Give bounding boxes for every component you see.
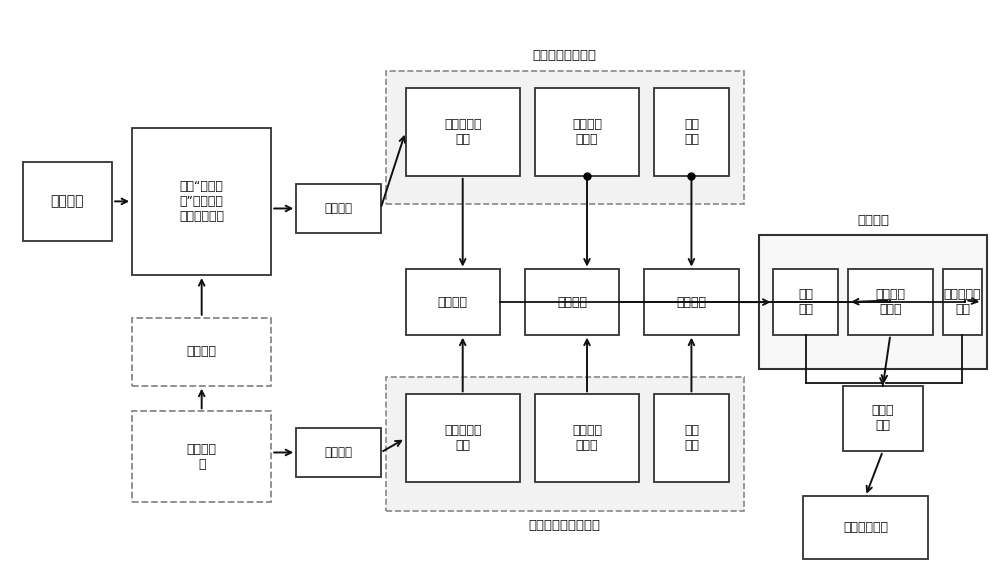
FancyBboxPatch shape (843, 386, 923, 451)
FancyBboxPatch shape (759, 236, 987, 369)
FancyBboxPatch shape (296, 185, 381, 233)
FancyBboxPatch shape (525, 269, 619, 335)
FancyBboxPatch shape (406, 269, 500, 335)
FancyBboxPatch shape (654, 88, 729, 176)
Text: 塔形分解: 塔形分解 (324, 202, 352, 215)
Text: 使用“灰度世
界”算法进行
图像增强处理: 使用“灰度世 界”算法进行 图像增强处理 (179, 180, 224, 223)
Text: 一层金字塔
图像: 一层金字塔 图像 (444, 118, 481, 146)
Text: 一层金字塔
图像: 一层金字塔 图像 (944, 288, 981, 316)
FancyBboxPatch shape (803, 496, 928, 559)
Text: 可见光图
像: 可见光图 像 (187, 443, 217, 471)
Text: 融偂后的图像: 融偂后的图像 (843, 521, 888, 534)
FancyBboxPatch shape (848, 269, 933, 335)
FancyBboxPatch shape (132, 317, 271, 386)
Text: 三层
图像: 三层 图像 (798, 288, 813, 316)
FancyBboxPatch shape (654, 394, 729, 482)
Text: 一层金字塔
图像: 一层金字塔 图像 (444, 424, 481, 452)
Text: 分解后的可见光图像: 分解后的可见光图像 (529, 519, 601, 532)
Text: 金字塔
融偂: 金字塔 融偂 (872, 405, 894, 433)
Text: 二层金字
塔图像: 二层金字 塔图像 (572, 424, 602, 452)
Text: 图像配准: 图像配准 (187, 346, 217, 358)
FancyBboxPatch shape (386, 377, 744, 511)
FancyBboxPatch shape (943, 269, 982, 335)
FancyBboxPatch shape (386, 71, 744, 204)
Text: 一层融合: 一层融合 (438, 296, 468, 309)
Text: 塔形分解: 塔形分解 (324, 446, 352, 459)
FancyBboxPatch shape (644, 269, 739, 335)
Text: 分解后的红外图像: 分解后的红外图像 (533, 49, 597, 62)
Text: 红外图像: 红外图像 (51, 194, 84, 209)
FancyBboxPatch shape (23, 162, 112, 241)
Text: 二层融合: 二层融合 (557, 296, 587, 309)
FancyBboxPatch shape (535, 88, 639, 176)
Text: 二层金字
塔图像: 二层金字 塔图像 (875, 288, 905, 316)
FancyBboxPatch shape (773, 269, 838, 335)
Text: 三层
图像: 三层 图像 (684, 424, 699, 452)
FancyBboxPatch shape (296, 429, 381, 477)
Text: 图像融偂: 图像融偂 (857, 214, 889, 227)
FancyBboxPatch shape (535, 394, 639, 482)
Text: 二层金字
塔图像: 二层金字 塔图像 (572, 118, 602, 146)
FancyBboxPatch shape (132, 411, 271, 502)
FancyBboxPatch shape (406, 88, 520, 176)
Text: 三层融合: 三层融合 (676, 296, 706, 309)
FancyBboxPatch shape (132, 128, 271, 275)
Text: 三层
图像: 三层 图像 (684, 118, 699, 146)
FancyBboxPatch shape (406, 394, 520, 482)
